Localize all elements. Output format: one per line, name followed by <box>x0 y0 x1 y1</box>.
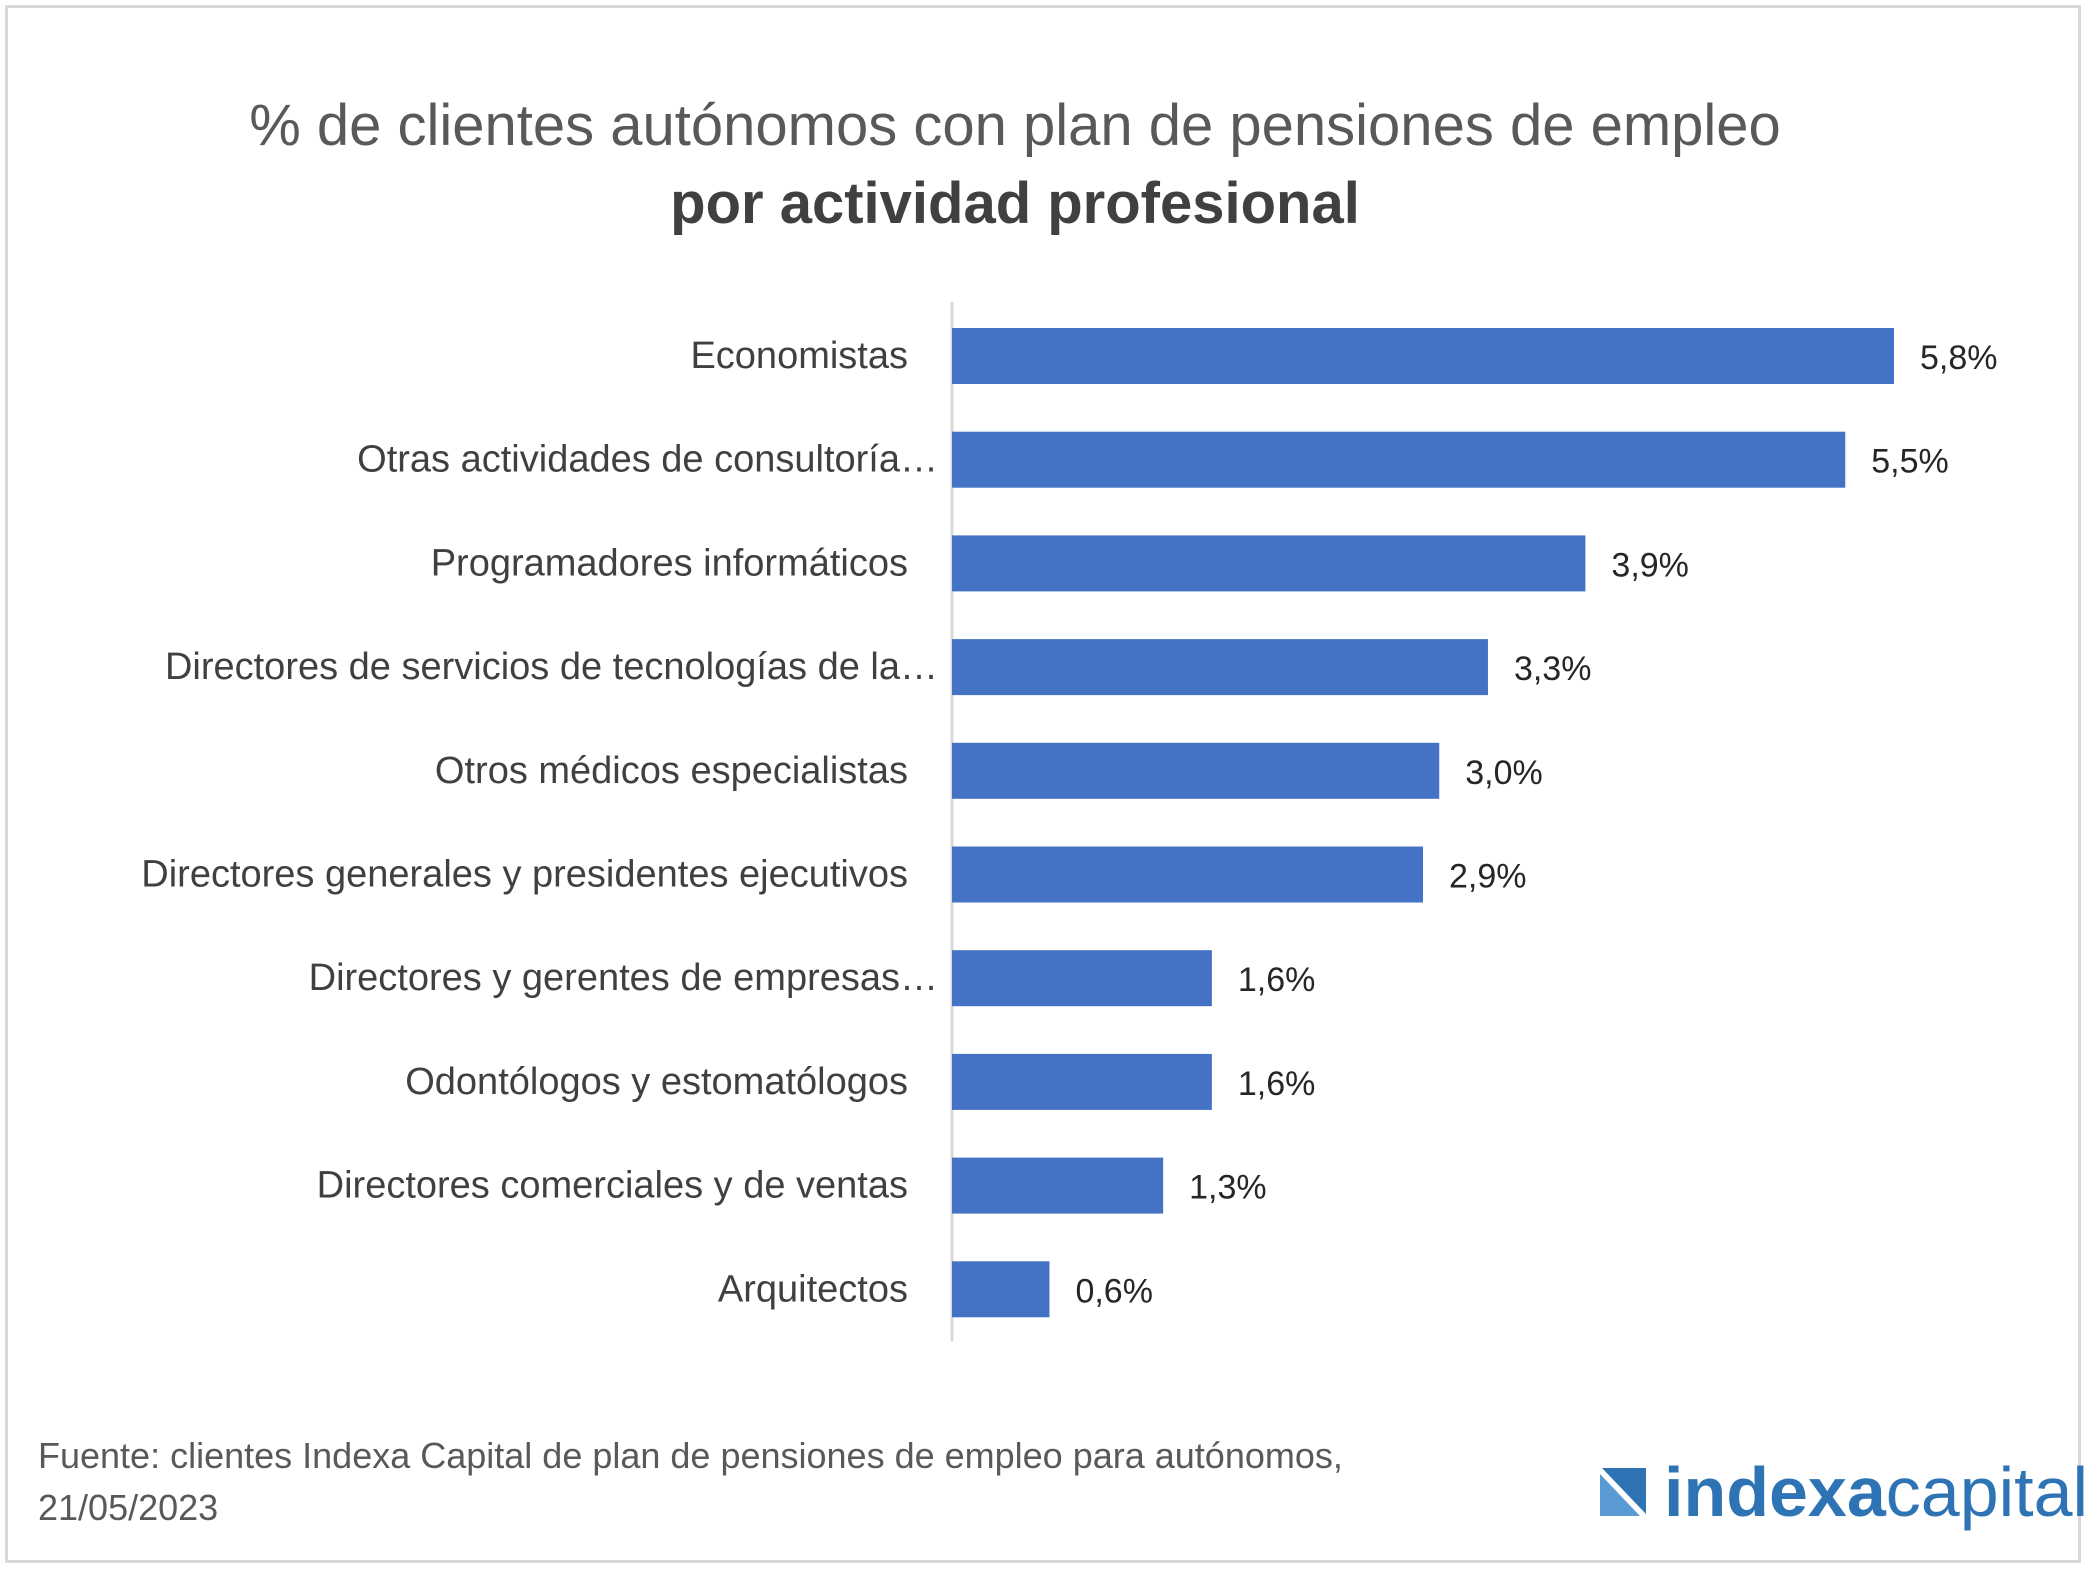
category-label: Directores generales y presidentes ejecu… <box>141 854 908 896</box>
data-label: 3,9% <box>1611 546 1689 584</box>
category-label: Directores comerciales y de ventas <box>317 1165 908 1207</box>
data-label: 1,6% <box>1238 961 1316 999</box>
bar <box>952 742 1440 799</box>
bar <box>952 846 1423 903</box>
category-label: Odontólogos y estomatólogos <box>405 1061 908 1103</box>
data-label: 5,5% <box>1871 443 1949 481</box>
category-label: Otras actividades de consultoría… <box>357 439 938 481</box>
data-label: 2,9% <box>1449 858 1527 896</box>
category-label: Otros médicos especialistas <box>435 750 908 792</box>
data-label: 0,6% <box>1075 1272 1153 1310</box>
bar <box>952 639 1488 696</box>
source-line-1: Fuente: clientes Indexa Capital de plan … <box>38 1435 1343 1476</box>
logo-wordmark: indexacapital <box>1664 1452 2088 1532</box>
source-line-2: 21/05/2023 <box>38 1487 219 1528</box>
logo-word-capital: capital <box>1885 1453 2089 1531</box>
bar <box>952 1157 1164 1214</box>
chart-title: % de clientes autónomos con plan de pens… <box>249 93 1781 158</box>
data-label: 1,6% <box>1238 1065 1316 1103</box>
data-label: 5,8% <box>1920 339 1998 377</box>
bar <box>952 328 1894 384</box>
chart-frame <box>5 5 2081 1563</box>
category-label: Economistas <box>690 335 908 377</box>
indexa-logo-mark-icon <box>1600 1468 1646 1516</box>
bar <box>952 535 1586 592</box>
indexa-capital-logo: indexacapital <box>1596 1452 2088 1532</box>
bar <box>952 1053 1212 1110</box>
data-label: 3,3% <box>1514 650 1592 688</box>
source-note: Fuente: clientes Indexa Capital de plan … <box>38 1430 1343 1534</box>
category-label: Directores y gerentes de empresas… <box>309 957 938 999</box>
data-label: 3,0% <box>1465 754 1543 792</box>
logo-word-indexa: indexa <box>1664 1453 1886 1531</box>
category-label: Arquitectos <box>718 1268 908 1310</box>
data-label: 1,3% <box>1189 1169 1267 1207</box>
chart-subtitle: por actividad profesional <box>670 171 1360 236</box>
bar <box>952 1261 1050 1318</box>
bar <box>952 950 1212 1007</box>
category-label: Directores de servicios de tecnologías d… <box>165 646 938 688</box>
category-label: Programadores informáticos <box>431 542 908 584</box>
bar-chart: Economistas 5,8% Otras actividades de cons… <box>141 302 1998 1342</box>
bar <box>952 431 1846 488</box>
